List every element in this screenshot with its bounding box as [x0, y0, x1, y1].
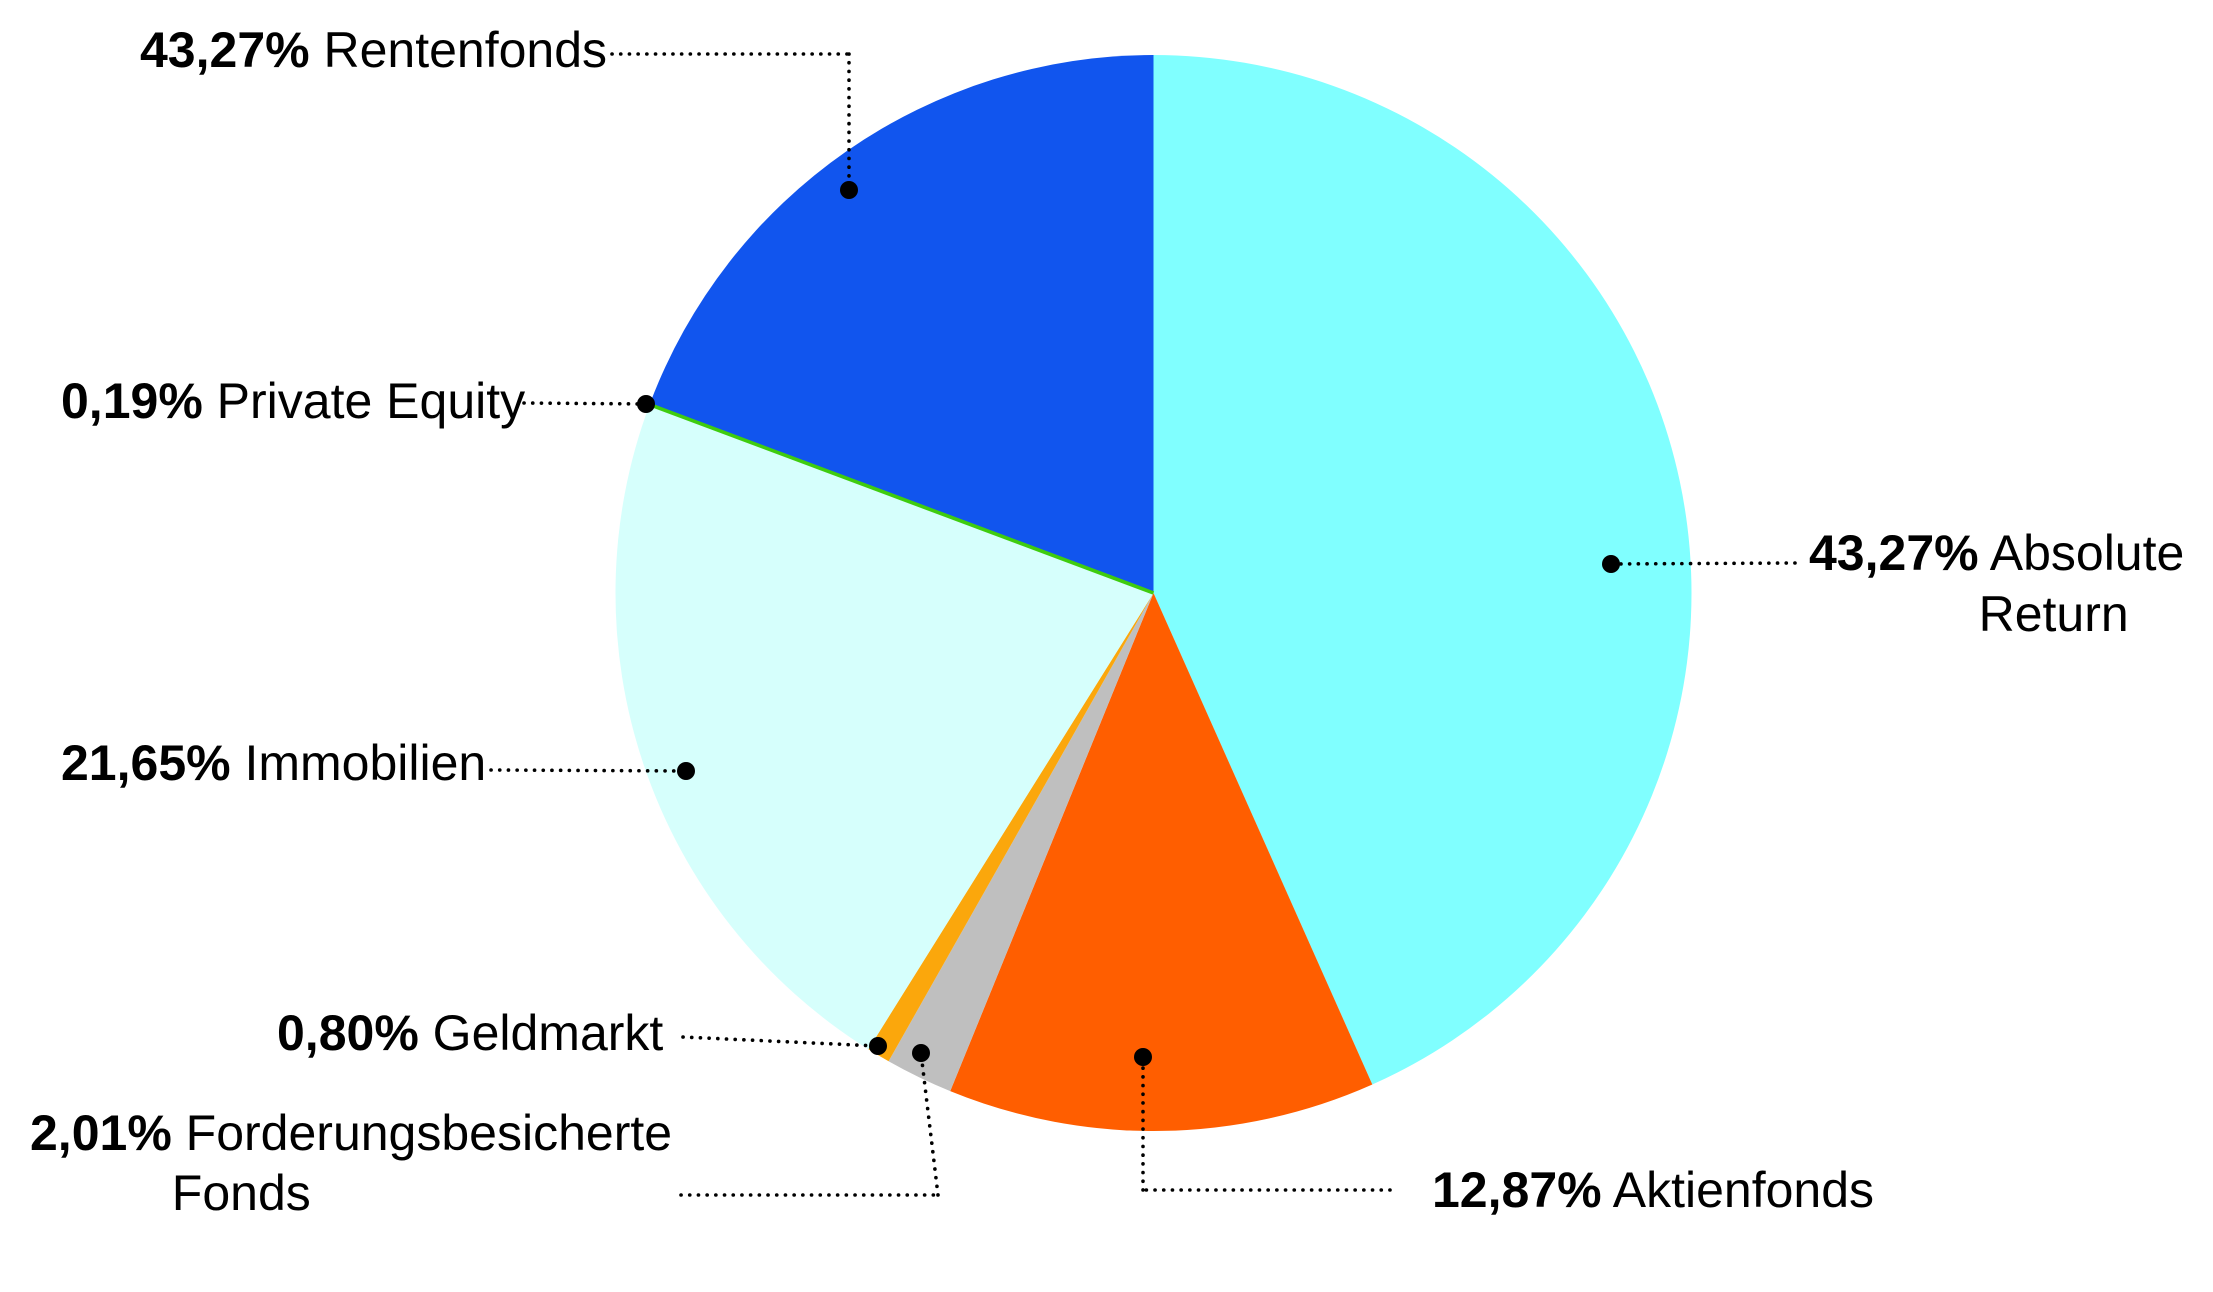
svg-text:43,27% Rentenfonds: 43,27% Rentenfonds	[140, 22, 607, 78]
svg-text:0,19% Private Equity: 0,19% Private Equity	[61, 373, 525, 429]
svg-text:43,27% Absolute: 43,27% Absolute	[1809, 525, 2184, 581]
svg-text:Return: Return	[1979, 586, 2129, 642]
svg-text:Fonds: Fonds	[172, 1165, 311, 1221]
svg-text:21,65% Immobilien: 21,65% Immobilien	[61, 735, 486, 791]
svg-text:12,87% Aktienfonds: 12,87% Aktienfonds	[1432, 1162, 1874, 1218]
svg-text:0,80% Geldmarkt: 0,80% Geldmarkt	[277, 1005, 663, 1061]
svg-text:2,01% Forderungsbesicherte: 2,01% Forderungsbesicherte	[30, 1105, 672, 1161]
